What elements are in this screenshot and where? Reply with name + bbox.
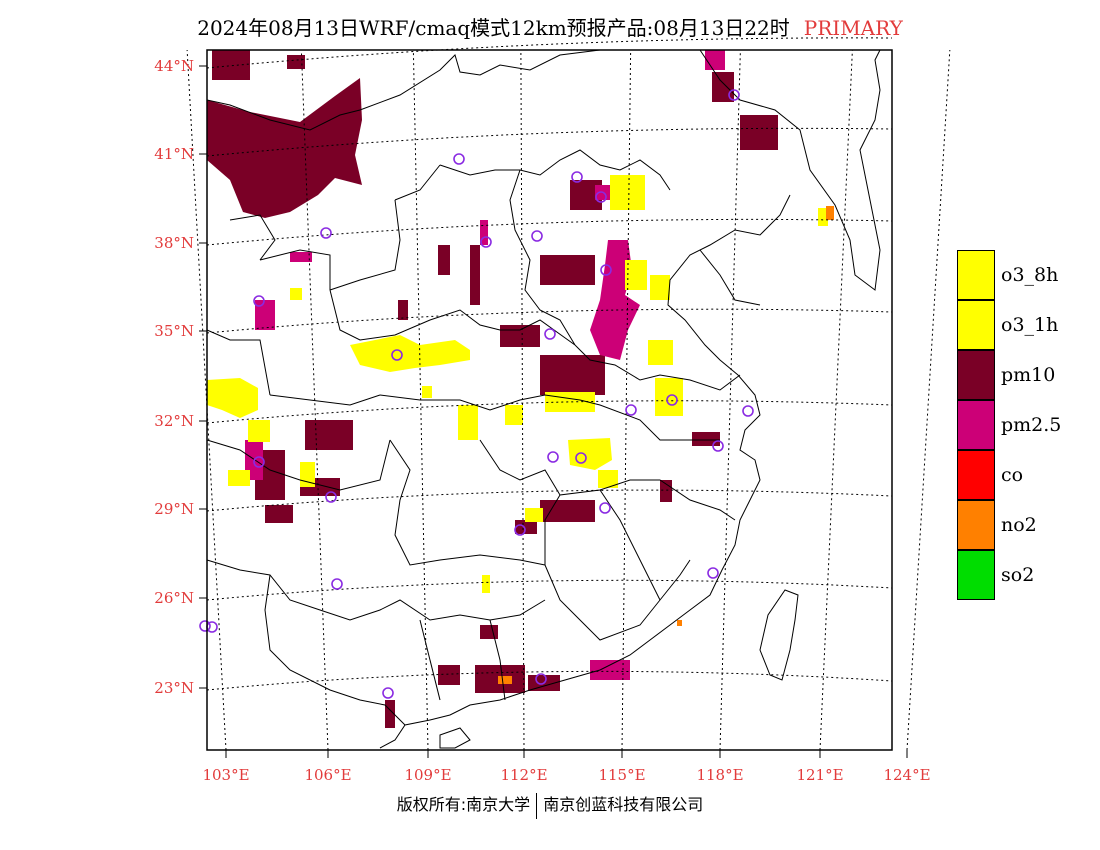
axis-ticks bbox=[199, 65, 908, 758]
title-primary-flag: PRIMARY bbox=[803, 16, 903, 40]
latitude-label: 35°N bbox=[154, 322, 194, 340]
station-marker-icon bbox=[382, 687, 394, 699]
longitude-gridline bbox=[621, 49, 632, 751]
legend-item: pm2.5 bbox=[957, 400, 1097, 450]
longitude-label: 118°E bbox=[696, 766, 744, 784]
station-marker-icon bbox=[206, 621, 218, 633]
station-marker-icon bbox=[199, 620, 211, 632]
latitude-label: 29°N bbox=[154, 500, 194, 518]
station-marker-icon bbox=[707, 567, 719, 579]
boundary-lines bbox=[206, 49, 881, 749]
station-marker-icon bbox=[325, 491, 337, 503]
copyright-right: 南京创蓝科技有限公司 bbox=[543, 795, 704, 814]
longitude-label: 112°E bbox=[500, 766, 548, 784]
longitude-label: 109°E bbox=[404, 766, 452, 784]
longitude-gridline bbox=[300, 49, 329, 751]
station-marker-icon bbox=[595, 191, 607, 203]
station-marker-icon bbox=[600, 264, 612, 276]
legend-label: pm2.5 bbox=[1001, 414, 1062, 436]
latitude-label: 26°N bbox=[154, 589, 194, 607]
legend-swatch bbox=[957, 550, 995, 600]
copyright-separator bbox=[536, 792, 538, 819]
station-marker-icon bbox=[728, 89, 740, 101]
station-marker-icon bbox=[391, 349, 403, 361]
longitude-gridline bbox=[719, 49, 741, 751]
station-marker-icon bbox=[253, 456, 265, 468]
legend-swatch bbox=[957, 300, 995, 350]
station-marker-icon bbox=[514, 524, 526, 536]
longitude-label: 115°E bbox=[598, 766, 646, 784]
legend-label: co bbox=[1001, 464, 1024, 486]
o3-areas bbox=[207, 175, 828, 593]
station-marker-icon bbox=[331, 578, 343, 590]
legend-item: so2 bbox=[957, 550, 1097, 600]
pm10-areas bbox=[207, 50, 778, 728]
graticule bbox=[186, 37, 951, 751]
latitude-gridline bbox=[206, 308, 893, 334]
station-marker-icon bbox=[535, 673, 547, 685]
legend-label: o3_1h bbox=[1001, 314, 1059, 336]
legend-swatch bbox=[957, 500, 995, 550]
station-marker-icon bbox=[625, 404, 637, 416]
pollution-areas bbox=[207, 50, 834, 728]
station-marker-icon bbox=[547, 451, 559, 463]
longitude-gridline bbox=[906, 49, 951, 751]
legend-item: o3_8h bbox=[957, 250, 1097, 300]
legend-label: o3_8h bbox=[1001, 264, 1059, 286]
latitude-gridline bbox=[206, 489, 893, 512]
map-title: 2024年08月13日WRF/cmaq模式12km预报产品:08月13日22时 P… bbox=[0, 12, 1100, 41]
legend-swatch bbox=[957, 350, 995, 400]
monitoring-station-markers bbox=[199, 89, 754, 699]
legend-label: pm10 bbox=[1001, 364, 1056, 386]
legend-swatch bbox=[957, 450, 995, 500]
legend-label: so2 bbox=[1001, 564, 1035, 586]
legend: o3_8h o3_1h pm10 pm2.5 co no2 so2 bbox=[957, 250, 1097, 600]
legend-item: o3_1h bbox=[957, 300, 1097, 350]
latitude-gridline bbox=[206, 218, 893, 246]
latitude-label: 41°N bbox=[154, 145, 194, 163]
plot-border bbox=[206, 49, 893, 751]
legend-item: co bbox=[957, 450, 1097, 500]
legend-item: no2 bbox=[957, 500, 1097, 550]
station-marker-icon bbox=[742, 405, 754, 417]
station-marker-icon bbox=[712, 440, 724, 452]
legend-item: pm10 bbox=[957, 350, 1097, 400]
longitude-label: 121°E bbox=[796, 766, 844, 784]
legend-label: no2 bbox=[1001, 514, 1037, 536]
latitude-gridline bbox=[206, 37, 893, 69]
station-marker-icon bbox=[571, 171, 583, 183]
station-marker-icon bbox=[575, 452, 587, 464]
longitude-label: 106°E bbox=[304, 766, 352, 784]
station-marker-icon bbox=[480, 236, 492, 248]
longitude-gridline bbox=[819, 49, 853, 751]
title-text: 2024年08月13日WRF/cmaq模式12km预报产品:08月13日22时 bbox=[197, 16, 790, 40]
latitude-gridline bbox=[206, 400, 893, 424]
station-marker-icon bbox=[599, 502, 611, 514]
longitude-label: 124°E bbox=[883, 766, 931, 784]
legend-swatch bbox=[957, 250, 995, 300]
latitude-gridline bbox=[206, 127, 893, 157]
latitude-label: 23°N bbox=[154, 679, 194, 697]
longitude-label: 103°E bbox=[202, 766, 250, 784]
station-marker-icon bbox=[531, 230, 543, 242]
station-marker-icon bbox=[666, 394, 678, 406]
station-marker-icon bbox=[544, 328, 556, 340]
legend-swatch bbox=[957, 400, 995, 450]
latitude-label: 32°N bbox=[154, 412, 194, 430]
copyright-left: 版权所有:南京大学 bbox=[396, 795, 531, 814]
latitude-label: 44°N bbox=[154, 57, 194, 75]
station-marker-icon bbox=[320, 227, 332, 239]
latitude-label: 38°N bbox=[154, 234, 194, 252]
no2-areas bbox=[498, 206, 834, 684]
station-marker-icon bbox=[253, 295, 265, 307]
station-marker-icon bbox=[453, 153, 465, 165]
latitude-gridline bbox=[206, 670, 893, 691]
copyright-footer: 版权所有:南京大学 南京创蓝科技有限公司 bbox=[0, 791, 1100, 819]
latitude-gridline bbox=[206, 579, 893, 601]
